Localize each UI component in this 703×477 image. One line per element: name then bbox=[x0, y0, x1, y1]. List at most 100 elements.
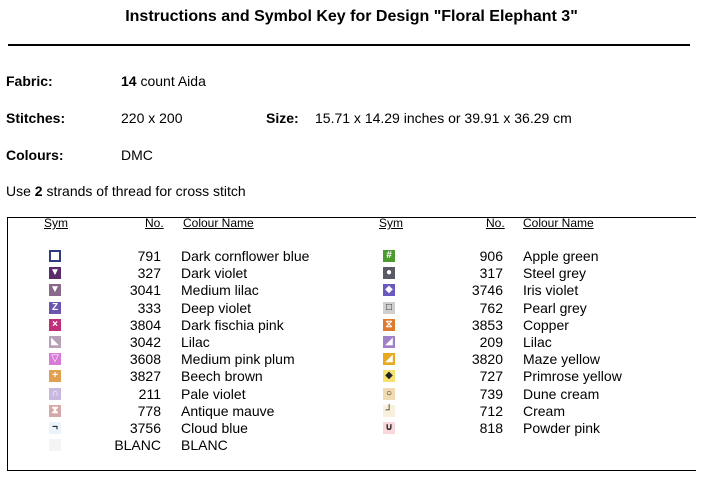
stitch-symbol-icon: # bbox=[383, 250, 395, 262]
stitches-value: 220 x 200 bbox=[121, 110, 183, 126]
dmc-number: 3042 bbox=[129, 334, 161, 350]
stitches-label: Stitches: bbox=[6, 110, 66, 126]
stitch-symbol-icon: ◆ bbox=[383, 370, 395, 383]
dmc-number: 317 bbox=[479, 265, 503, 282]
colour-row: #906 Apple green bbox=[0, 248, 703, 265]
dmc-number: 906 bbox=[479, 248, 503, 264]
colour-row: 791 Dark cornflower blue bbox=[0, 248, 703, 265]
colour-row: × 3804 Dark fischia pink bbox=[0, 317, 703, 334]
dmc-number: 3756 bbox=[129, 420, 161, 436]
symbol-key-table bbox=[7, 217, 696, 471]
colour-row: ◆ 727 Primrose yellow bbox=[0, 368, 703, 385]
dmc-number: 818 bbox=[479, 420, 503, 436]
left-sym-header: Sym bbox=[44, 216, 68, 230]
stitch-symbol-icon bbox=[49, 250, 61, 262]
left-no-header: No. bbox=[145, 216, 164, 230]
title-divider bbox=[8, 44, 690, 46]
dmc-number: 333 bbox=[137, 299, 161, 316]
colour-name: Cloud blue bbox=[181, 420, 248, 436]
dmc-number: 791 bbox=[137, 248, 161, 264]
stitch-symbol-icon: ▼ bbox=[49, 284, 61, 297]
dmc-number: BLANC bbox=[114, 437, 161, 454]
colour-name: Cream bbox=[523, 402, 566, 419]
page-title: Instructions and Symbol Key for Design "… bbox=[125, 8, 578, 25]
colour-name: Medium pink plum bbox=[181, 351, 295, 368]
stitch-symbol-icon: Z bbox=[49, 301, 61, 314]
colour-name: Pale violet bbox=[181, 385, 246, 402]
stitch-symbol-icon: ┘ bbox=[383, 404, 395, 417]
dmc-number: 762 bbox=[479, 299, 503, 316]
colour-name: Dark violet bbox=[181, 265, 248, 282]
colour-name: Beech brown bbox=[181, 368, 263, 385]
stitch-symbol-icon: ∪ bbox=[383, 422, 395, 434]
dmc-number: 327 bbox=[137, 265, 161, 282]
stitch-symbol-icon: ¬ bbox=[49, 422, 61, 434]
colour-row: ▼ 327 Dark violet bbox=[0, 265, 703, 282]
colour-row: ● 317 Steel grey bbox=[0, 265, 703, 282]
stitch-symbol-icon: □ bbox=[383, 301, 395, 314]
dmc-number: 3820 bbox=[471, 351, 503, 368]
stitch-symbol-icon: ∩ bbox=[49, 387, 61, 400]
colour-row: ▽ 3608 Medium pink plum bbox=[0, 351, 703, 368]
colour-row: ◆ 3746 Iris violet bbox=[0, 282, 703, 299]
colour-row: □ 762 Pearl grey bbox=[0, 300, 703, 317]
stitch-symbol-icon: + bbox=[49, 370, 61, 383]
colour-row: ¬ 3756 Cloud blue bbox=[0, 420, 703, 437]
stitch-symbol-icon: ◢ bbox=[383, 336, 395, 348]
stitch-symbol-icon: ◣ bbox=[49, 336, 61, 348]
colour-name: Deep violet bbox=[181, 299, 252, 316]
right-no-header: No. bbox=[486, 216, 505, 230]
colour-name: Pearl grey bbox=[523, 299, 587, 316]
dmc-number: 211 bbox=[138, 385, 161, 402]
size-value: 15.71 x 14.29 inches or 39.91 x 36.29 cm bbox=[315, 110, 572, 126]
colours-value: DMC bbox=[121, 147, 153, 163]
colour-row: ◣ 3042 Lilac bbox=[0, 334, 703, 351]
strands-post: strands of thread for cross stitch bbox=[42, 183, 246, 199]
colour-row: ⧗ 778 Antique mauve bbox=[0, 403, 703, 420]
stitch-symbol-icon: ⧖ bbox=[383, 318, 395, 331]
dmc-number: 3608 bbox=[129, 351, 161, 368]
colour-row: ○ 739 Dune cream bbox=[0, 386, 703, 403]
colour-row: BLANC BLANC bbox=[0, 437, 703, 454]
dmc-number: 3804 bbox=[129, 316, 161, 333]
fabric-count: 14 bbox=[121, 73, 137, 89]
dmc-number: 712 bbox=[479, 402, 503, 419]
colour-name: Steel grey bbox=[523, 265, 587, 282]
stitch-symbol-icon: ○ bbox=[383, 387, 395, 400]
colour-row: +3827 Beech brown bbox=[0, 368, 703, 385]
colour-row: Z 333 Deep violet bbox=[0, 300, 703, 317]
left-name-header: Colour Name bbox=[183, 216, 254, 230]
stitch-symbol-icon: ◆ bbox=[383, 284, 395, 297]
colour-row: ∩ 211 Pale violet bbox=[0, 386, 703, 403]
right-sym-header: Sym bbox=[379, 216, 403, 230]
colour-name: Dark fischia pink bbox=[181, 316, 284, 333]
colour-name: Medium lilac bbox=[181, 282, 259, 299]
colour-name: Antique mauve bbox=[181, 402, 275, 419]
colour-row: ∪ 818 Powder pink bbox=[0, 420, 703, 437]
colour-name: Lilac bbox=[523, 334, 552, 350]
colour-name: Apple green bbox=[523, 248, 599, 264]
colour-row: ◢ 209 Lilac bbox=[0, 334, 703, 351]
dmc-number: 3746 bbox=[471, 282, 503, 299]
stitch-symbol-icon: ▽ bbox=[49, 353, 61, 366]
fabric-label: Fabric: bbox=[6, 73, 53, 89]
dmc-number: 3041 bbox=[129, 282, 161, 299]
stitch-symbol-icon: ▼ bbox=[49, 267, 61, 280]
colour-row: ⧖ 3853 Copper bbox=[0, 317, 703, 334]
dmc-number: 727 bbox=[479, 368, 503, 385]
colour-name: BLANC bbox=[181, 437, 228, 454]
colour-row: ◢ 3820 Maze yellow bbox=[0, 351, 703, 368]
dmc-number: 3853 bbox=[471, 316, 503, 333]
colour-name: Copper bbox=[523, 316, 569, 333]
colour-name: Powder pink bbox=[523, 420, 601, 436]
dmc-number: 3827 bbox=[129, 368, 161, 385]
stitch-symbol-icon: × bbox=[49, 318, 61, 331]
stitch-symbol-icon: ◢ bbox=[383, 353, 395, 366]
colour-row: ┘ 712 Cream bbox=[0, 403, 703, 420]
stitch-symbol-icon bbox=[49, 439, 61, 452]
strands-count: 2 bbox=[34, 183, 43, 199]
colour-name: Iris violet bbox=[523, 282, 579, 299]
stitch-symbol-icon: ● bbox=[383, 267, 395, 280]
size-label: Size: bbox=[266, 110, 299, 126]
colour-name: Primrose yellow bbox=[523, 368, 622, 385]
